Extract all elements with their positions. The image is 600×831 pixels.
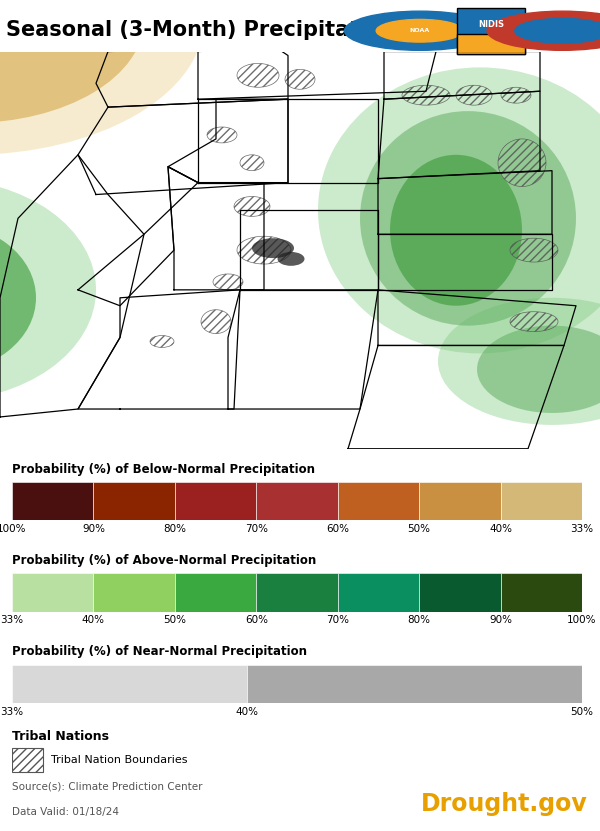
Text: Drought.gov: Drought.gov xyxy=(421,793,588,816)
Bar xyxy=(338,482,419,520)
Text: Probability (%) of Above-Normal Precipitation: Probability (%) of Above-Normal Precipit… xyxy=(12,554,316,567)
Text: 40%: 40% xyxy=(82,615,105,625)
Text: 100%: 100% xyxy=(567,615,597,625)
Text: 50%: 50% xyxy=(571,706,593,716)
Bar xyxy=(12,482,94,520)
Text: 80%: 80% xyxy=(163,524,187,534)
Text: Data Valid: 01/18/24: Data Valid: 01/18/24 xyxy=(12,807,119,817)
Text: 33%: 33% xyxy=(571,524,593,534)
Text: Seasonal (3-Month) Precipitation Outlook: Seasonal (3-Month) Precipitation Outlook xyxy=(6,20,495,41)
Bar xyxy=(175,482,256,520)
Text: 80%: 80% xyxy=(407,615,431,625)
Text: 60%: 60% xyxy=(326,524,349,534)
Bar xyxy=(94,482,175,520)
Bar xyxy=(419,482,500,520)
Text: 90%: 90% xyxy=(489,615,512,625)
FancyBboxPatch shape xyxy=(457,7,525,54)
Text: NIDIS: NIDIS xyxy=(478,20,504,29)
Bar xyxy=(94,573,175,612)
Text: 90%: 90% xyxy=(82,524,105,534)
Text: 50%: 50% xyxy=(163,615,187,625)
Text: Probability (%) of Near-Normal Precipitation: Probability (%) of Near-Normal Precipita… xyxy=(12,646,307,658)
Bar xyxy=(500,482,582,520)
Text: Tribal Nation Boundaries: Tribal Nation Boundaries xyxy=(51,755,187,765)
Text: 70%: 70% xyxy=(326,615,349,625)
Bar xyxy=(247,665,582,703)
Ellipse shape xyxy=(0,223,36,373)
Text: 60%: 60% xyxy=(245,615,268,625)
Ellipse shape xyxy=(318,67,600,353)
Text: NOAA: NOAA xyxy=(410,28,430,33)
Ellipse shape xyxy=(0,179,96,401)
Bar xyxy=(12,665,247,703)
Text: Source(s): Climate Prediction Center: Source(s): Climate Prediction Center xyxy=(12,782,203,792)
Ellipse shape xyxy=(0,0,204,155)
Ellipse shape xyxy=(252,238,294,258)
Circle shape xyxy=(376,19,463,42)
Ellipse shape xyxy=(477,326,600,413)
Circle shape xyxy=(344,11,495,51)
FancyBboxPatch shape xyxy=(457,34,525,54)
Circle shape xyxy=(515,18,600,43)
Text: 33%: 33% xyxy=(1,615,23,625)
Text: Probability (%) of Below-Normal Precipitation: Probability (%) of Below-Normal Precipit… xyxy=(12,463,315,475)
Ellipse shape xyxy=(0,0,144,123)
Bar xyxy=(419,573,500,612)
Ellipse shape xyxy=(390,155,522,306)
Bar xyxy=(12,573,94,612)
Circle shape xyxy=(487,11,600,51)
Bar xyxy=(256,573,338,612)
Ellipse shape xyxy=(360,111,576,326)
Text: 100%: 100% xyxy=(0,524,27,534)
Text: 40%: 40% xyxy=(235,706,258,716)
Text: 50%: 50% xyxy=(407,524,431,534)
Ellipse shape xyxy=(438,297,600,425)
Text: 40%: 40% xyxy=(489,524,512,534)
Text: 70%: 70% xyxy=(245,524,268,534)
Bar xyxy=(338,573,419,612)
Ellipse shape xyxy=(277,252,305,266)
Bar xyxy=(12,749,43,772)
Bar xyxy=(500,573,582,612)
Text: 33%: 33% xyxy=(1,706,23,716)
Bar xyxy=(175,573,256,612)
Text: Tribal Nations: Tribal Nations xyxy=(12,730,109,743)
Bar xyxy=(256,482,338,520)
